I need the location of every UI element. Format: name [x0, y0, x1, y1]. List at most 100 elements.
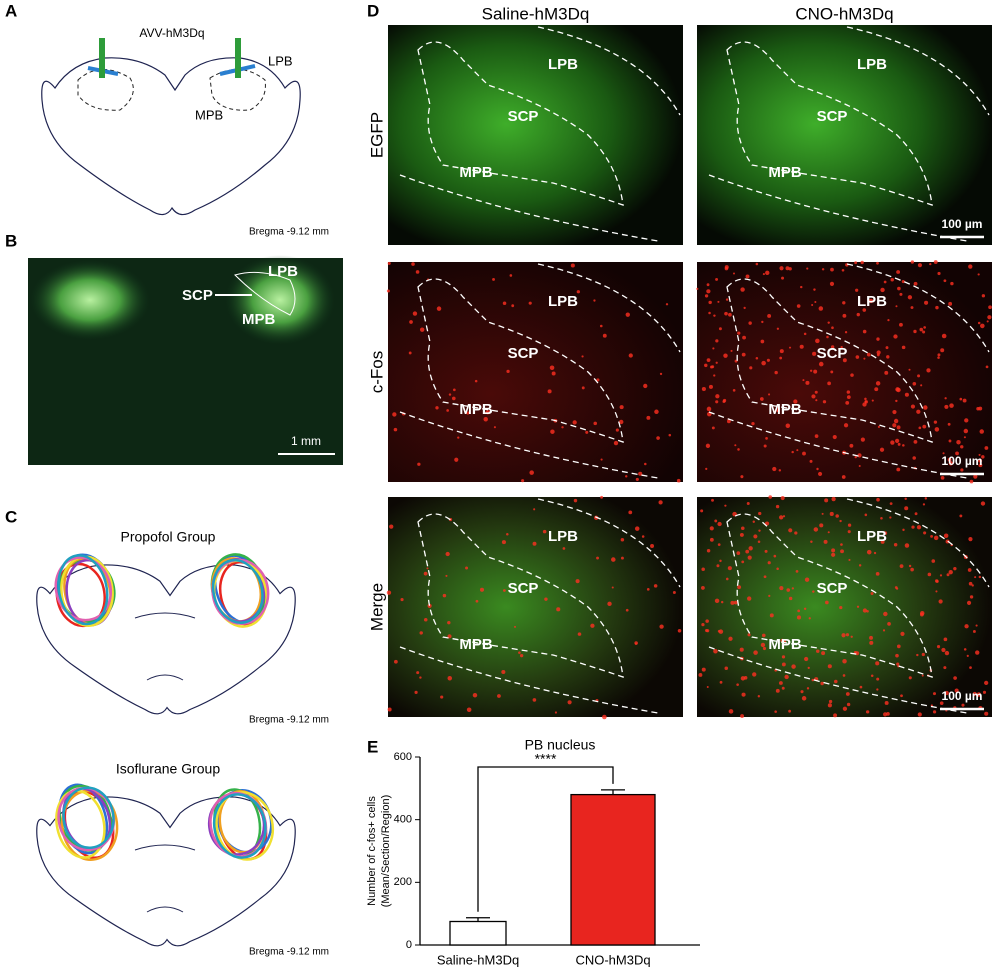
cfos-cell — [447, 634, 452, 639]
cfos-cell — [814, 434, 819, 438]
cfos-cell — [779, 585, 784, 591]
cfos-cell — [737, 585, 742, 590]
cfos-cell — [841, 268, 845, 272]
cfos-cell — [910, 567, 914, 572]
cfos-cell — [916, 409, 921, 414]
cfos-cell — [862, 329, 867, 334]
cfos-cell — [625, 312, 630, 317]
cfos-cell — [739, 647, 744, 652]
cfos-cell — [896, 467, 901, 472]
cfos-cell — [728, 636, 733, 641]
pipette — [99, 38, 105, 78]
cfos-cell — [883, 611, 888, 617]
cfos-cell — [864, 400, 867, 403]
cfos-cell — [708, 311, 711, 315]
cfos-cell — [795, 569, 799, 573]
cfos-cell — [944, 404, 949, 409]
cfos-cell — [765, 437, 768, 440]
cfos-cell — [943, 279, 947, 283]
cfos-cell — [981, 294, 986, 298]
x-tick-label: Saline-hM3Dq — [437, 952, 519, 967]
cfos-cell — [815, 399, 818, 402]
cfos-cell — [730, 600, 735, 605]
cfos-cell — [576, 290, 580, 294]
cfos-cell — [415, 270, 420, 274]
cfos-cell — [785, 266, 790, 271]
cfos-cell — [855, 288, 859, 292]
cfos-cell — [858, 465, 861, 468]
cfos-cell — [732, 272, 736, 275]
cfos-cell — [753, 650, 758, 655]
cfos-cell — [755, 356, 759, 360]
cfos-cell — [840, 543, 843, 546]
cfos-cell — [889, 516, 892, 519]
cfos-cell — [718, 629, 724, 634]
cfos-cell — [435, 406, 439, 410]
cfos-cell — [886, 712, 890, 716]
cfos-cell — [896, 425, 901, 430]
cfos-cell — [959, 514, 963, 518]
cfos-cell — [956, 439, 961, 445]
cfos-cell — [474, 379, 478, 383]
cfos-cell — [436, 306, 442, 311]
cfos-cell — [761, 360, 766, 366]
cfos-cell — [895, 653, 899, 658]
cfos-cell — [724, 504, 727, 507]
cfos-cell — [810, 540, 813, 543]
cfos-cell — [593, 299, 596, 302]
cfos-cell — [937, 271, 941, 276]
cfos-cell — [551, 371, 556, 376]
cfos-cell — [816, 467, 819, 471]
cfos-cell — [742, 335, 746, 340]
region-outline — [399, 263, 681, 479]
cfos-cell — [854, 261, 858, 265]
cfos-cell — [884, 370, 889, 375]
cfos-cell — [941, 647, 946, 653]
cfos-cell — [895, 387, 900, 392]
cfos-cell — [880, 539, 885, 544]
cfos-cell — [830, 370, 834, 374]
cfos-cell — [934, 579, 939, 583]
cfos-cell — [705, 467, 708, 470]
cfos-cell — [493, 426, 496, 429]
cfos-cell — [935, 305, 939, 310]
cfos-cell — [653, 584, 658, 588]
cfos-cell — [676, 478, 681, 483]
region-label: LPB — [857, 56, 887, 73]
injection-spread — [54, 556, 113, 622]
panel-letter: D — [367, 1, 379, 20]
cfos-cell — [619, 405, 624, 410]
cfos-cell — [804, 656, 809, 662]
cfos-cell — [823, 539, 828, 544]
cfos-cell — [827, 664, 832, 669]
region-label: LPB — [857, 528, 887, 545]
cfos-cell — [959, 397, 963, 401]
cfos-cell — [858, 564, 862, 567]
cfos-cell — [821, 651, 826, 656]
cfos-cell — [779, 266, 784, 271]
cfos-cell — [746, 501, 750, 505]
cfos-cell — [839, 605, 843, 610]
cfos-cell — [533, 508, 536, 511]
cfos-cell — [842, 301, 846, 305]
cfos-cell — [710, 365, 713, 369]
cfos-cell — [791, 664, 796, 669]
cfos-cell — [828, 699, 833, 704]
cfos-cell — [440, 695, 444, 699]
bregma: Bregma -9.12 mm — [249, 947, 329, 958]
cfos-cell — [760, 339, 765, 344]
cfos-cell — [832, 434, 837, 440]
cfos-cell — [960, 445, 964, 449]
cfos-cell — [922, 330, 926, 334]
region-label: LPB — [548, 528, 578, 545]
cfos-cell — [807, 666, 810, 669]
cfos-cell — [465, 566, 469, 570]
cfos-cell — [886, 355, 890, 359]
cfos-cell — [520, 654, 524, 658]
cfos-cell — [907, 295, 913, 300]
cfos-cell — [748, 321, 752, 325]
cfos-cell — [841, 475, 846, 479]
cfos-cell — [833, 679, 838, 684]
cfos-cell — [922, 424, 927, 429]
cfos-cell — [847, 530, 851, 534]
